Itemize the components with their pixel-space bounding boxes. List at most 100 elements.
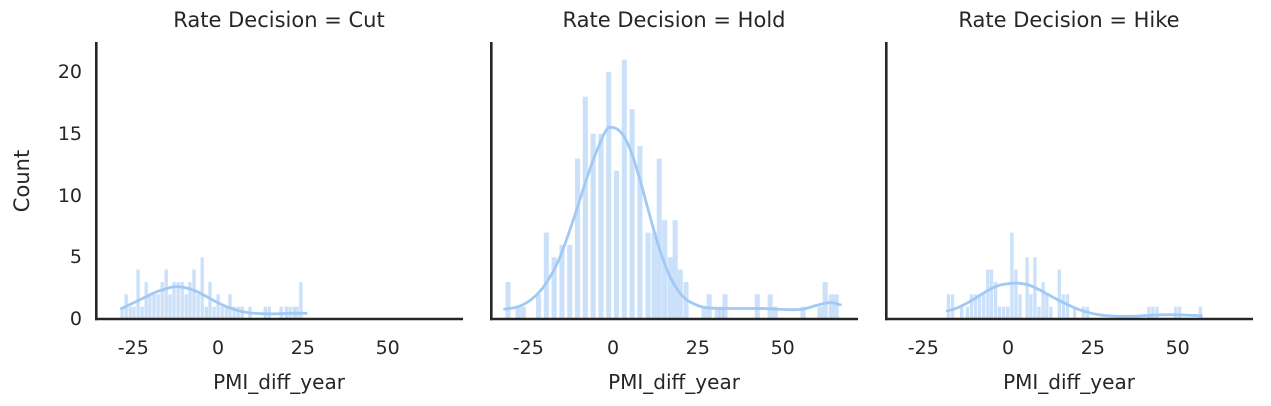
- histogram-bar: [993, 282, 998, 319]
- histogram-bar: [672, 220, 678, 319]
- kde-curve: [120, 285, 308, 316]
- histogram-bar: [1072, 306, 1077, 319]
- histogram-bar: [188, 282, 192, 319]
- histogram-bar: [208, 282, 212, 319]
- histogram-bar: [200, 257, 204, 319]
- x-tick-label: 25: [290, 337, 315, 359]
- x-tick-label: 0: [212, 337, 225, 359]
- x-tick-label: 50: [770, 337, 795, 359]
- facet-title-hike: Rate Decision = Hike: [958, 8, 1180, 32]
- facet-title-hold: Rate Decision = Hold: [562, 8, 786, 32]
- histogram-bar: [505, 282, 511, 319]
- histogram-bar: [828, 294, 834, 319]
- histogram-bar: [1014, 269, 1018, 319]
- histogram-bar: [1174, 306, 1178, 319]
- histogram-bar: [977, 294, 982, 319]
- histogram-bar: [1178, 306, 1182, 319]
- histogram-bar: [543, 232, 549, 319]
- histogram-bar: [662, 220, 668, 319]
- histogram-bar: [551, 257, 557, 319]
- kde-curve: [945, 281, 1203, 318]
- facet-panel-hold: Rate Decision = Hold -25 0 25 50 PMI_diff_y…: [489, 0, 858, 406]
- histogram-bar: [986, 269, 990, 319]
- histogram-bar: [754, 294, 760, 319]
- histogram-bar: [1155, 306, 1159, 319]
- histogram-bar: [621, 59, 627, 319]
- histogram-bar: [184, 294, 188, 319]
- histogram-bar: [982, 294, 986, 319]
- histogram-bar: [989, 269, 994, 319]
- histogram-bar: [973, 294, 978, 319]
- histogram-bar: [960, 306, 964, 319]
- histogram-bar: [1049, 306, 1053, 319]
- histogram-bar: [220, 306, 224, 319]
- x-tick-label: 50: [1165, 337, 1190, 359]
- histogram-bar: [997, 306, 1002, 319]
- histogram-plot-cut: [94, 42, 463, 321]
- histogram-bar: [148, 294, 152, 319]
- histogram-bar: [192, 269, 196, 319]
- histogram-bar: [590, 133, 596, 319]
- histogram-bar: [567, 244, 573, 319]
- histogram-bar: [1045, 294, 1049, 319]
- histogram-bar: [559, 244, 565, 319]
- histogram-bar: [767, 294, 773, 319]
- histogram-bar: [1037, 306, 1041, 319]
- histogram-bar: [120, 306, 124, 319]
- histogram-bar: [144, 282, 148, 319]
- y-axis-tick-labels: 0 5 10 15 20: [0, 0, 84, 406]
- histogram-bar: [232, 306, 236, 319]
- histogram-bar: [1006, 306, 1010, 319]
- histogram-bar: [606, 72, 612, 319]
- histogram-bar: [176, 282, 180, 319]
- histogram-bar: [822, 282, 828, 319]
- histogram-bar: [800, 306, 806, 319]
- histogram-bar: [718, 306, 724, 319]
- histogram-bar: [1081, 306, 1086, 319]
- histogram-bar: [156, 294, 160, 319]
- histogram-bar: [152, 294, 156, 319]
- histogram-bar: [645, 232, 651, 319]
- histogram-bar: [1029, 294, 1033, 319]
- y-tick-label: 0: [69, 308, 82, 330]
- histogram-bar: [1198, 306, 1203, 319]
- histogram-bar: [714, 306, 720, 319]
- histogram-bar: [196, 294, 200, 319]
- histogram-bar: [136, 269, 140, 319]
- y-tick-label: 5: [69, 246, 82, 269]
- histogram-bar: [172, 282, 176, 319]
- histogram-bar: [1018, 294, 1022, 319]
- histogram-bar: [1041, 282, 1045, 319]
- facet-panel-cut: Rate Decision = Cut -25 0 25 50 PMI_diff_ye…: [94, 0, 463, 406]
- histogram-plot-hike: [884, 42, 1253, 321]
- x-tick-label: 25: [685, 337, 710, 359]
- histogram-bar: [722, 294, 728, 319]
- x-axis-tick-labels: -25 0 25 50: [885, 336, 1253, 360]
- histogram-bar: [224, 306, 228, 319]
- histogram-bar: [950, 294, 955, 319]
- y-tick-label: 10: [57, 184, 82, 207]
- histogram-bar: [1025, 257, 1029, 319]
- histogram-bar: [772, 306, 778, 319]
- histogram-bar: [1057, 269, 1061, 319]
- x-tick-label: -25: [907, 337, 939, 359]
- histogram-bar: [236, 306, 240, 319]
- x-axis-label: PMI_diff_year: [213, 370, 345, 394]
- x-axis-label: PMI_diff_year: [608, 370, 740, 394]
- histogram-bar: [629, 109, 635, 319]
- histogram-bar: [180, 282, 184, 319]
- y-tick-label: 20: [57, 61, 82, 83]
- facet-panel-hike: Rate Decision = Hike -25 0 25 50 PMI_diff_y…: [884, 0, 1253, 406]
- histogram-bar: [637, 146, 643, 319]
- x-tick-label: 50: [375, 337, 400, 359]
- histogram-bar: [1147, 306, 1151, 319]
- histogram-bar: [160, 282, 164, 319]
- histogram-bar: [656, 158, 662, 319]
- histogram-bar: [164, 269, 168, 319]
- histogram-bar: [575, 158, 581, 319]
- histogram-bar: [817, 306, 823, 319]
- histogram-bar: [520, 306, 526, 319]
- x-tick-label: 0: [1002, 337, 1015, 359]
- x-tick-label: -25: [117, 337, 149, 359]
